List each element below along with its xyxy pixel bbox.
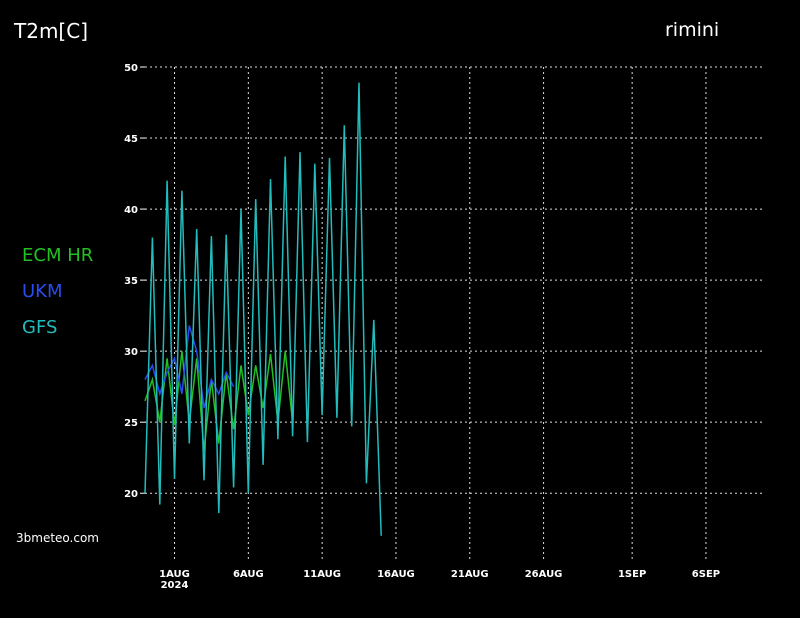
y-tick-label: 45 xyxy=(124,134,138,145)
series-line xyxy=(144,325,235,409)
y-tick-label: 40 xyxy=(124,205,138,216)
x-tick-label: 16AUG xyxy=(377,569,415,580)
y-tick-label: 30 xyxy=(124,347,138,358)
legend-entry: GFS xyxy=(22,317,57,338)
y-tick-label: 50 xyxy=(124,63,138,74)
x-tick-label: 1SEP xyxy=(618,569,646,580)
series-line xyxy=(144,82,382,536)
location: rimini xyxy=(665,19,719,41)
y-tick-label: 35 xyxy=(124,276,138,287)
x-tick-label: 6SEP xyxy=(692,569,720,580)
x-tick-label: 11AUG xyxy=(303,569,341,580)
x-tick-label: 6AUG xyxy=(233,569,264,580)
x-tick-label: 26AUG xyxy=(525,569,563,580)
x-year-label: 2024 xyxy=(161,580,189,591)
source: 3bmeteo.com xyxy=(16,531,99,545)
series-line xyxy=(144,351,294,451)
chart-title: T2m[C] xyxy=(13,19,88,43)
legend-entry: ECM HR xyxy=(22,245,93,266)
x-tick-label: 1AUG xyxy=(159,569,190,580)
legend-entry: UKM xyxy=(22,281,63,302)
x-tick-label: 21AUG xyxy=(451,569,489,580)
y-tick-label: 20 xyxy=(124,489,138,500)
y-tick-label: 25 xyxy=(124,418,138,429)
